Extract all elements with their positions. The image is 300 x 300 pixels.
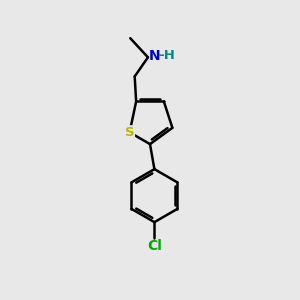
Text: N: N [149,50,161,63]
Text: S: S [125,126,134,139]
Text: –H: –H [158,50,175,62]
Text: Cl: Cl [147,239,162,253]
